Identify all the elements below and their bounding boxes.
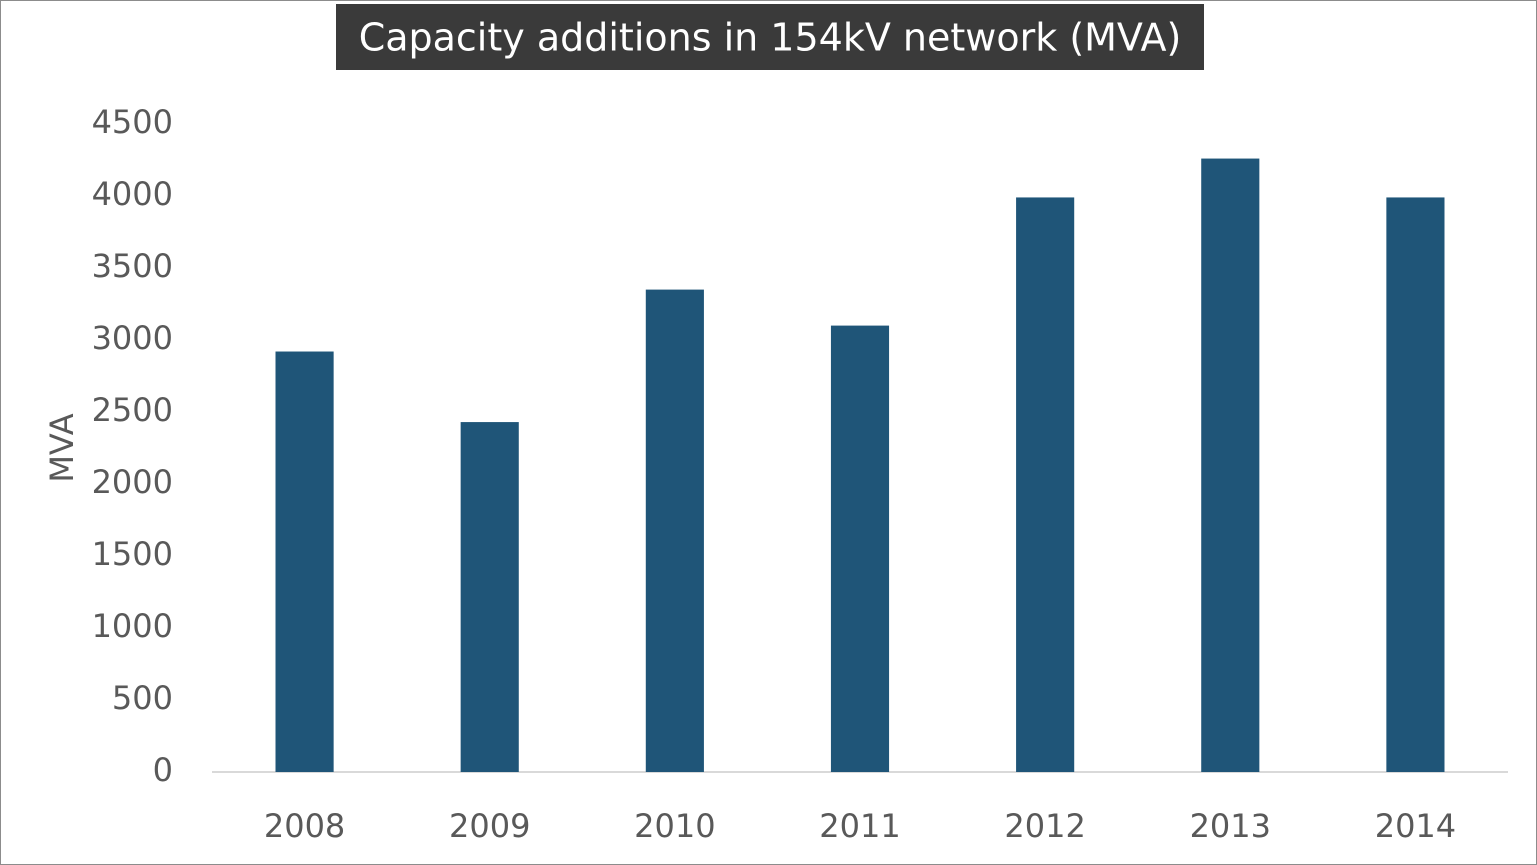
x-tick-label: 2008 (264, 807, 345, 845)
y-tick-label: 1000 (92, 607, 173, 645)
y-tick-label: 3500 (92, 247, 173, 285)
bar (1201, 158, 1260, 772)
y-tick-label: 3000 (92, 319, 173, 357)
x-tick-label: 2012 (1004, 807, 1085, 845)
x-tick-label: 2009 (449, 807, 530, 845)
y-tick-label: 1500 (92, 535, 173, 573)
bar (1016, 197, 1075, 772)
title-box (336, 4, 1204, 70)
y-tick-label: 4500 (92, 103, 173, 141)
y-tick-label: 2000 (92, 463, 173, 501)
bar (830, 325, 890, 772)
y-tick-label: 4000 (92, 175, 173, 213)
bar (1386, 197, 1445, 772)
x-tick-label: 2013 (1190, 807, 1271, 845)
chart-title: Capacity additions in 154kV network (MVA… (359, 16, 1182, 60)
x-tick-label: 2014 (1375, 807, 1456, 845)
bar (645, 289, 704, 772)
x-tick-label: 2010 (634, 807, 715, 845)
bar (460, 422, 519, 772)
x-tick-label: 2011 (819, 807, 900, 845)
y-tick-label: 2500 (92, 391, 173, 429)
y-tick-label: 0 (153, 751, 173, 789)
y-tick-label: 500 (112, 679, 173, 717)
bar (275, 351, 334, 772)
y-axis-label: MVA (43, 413, 81, 482)
